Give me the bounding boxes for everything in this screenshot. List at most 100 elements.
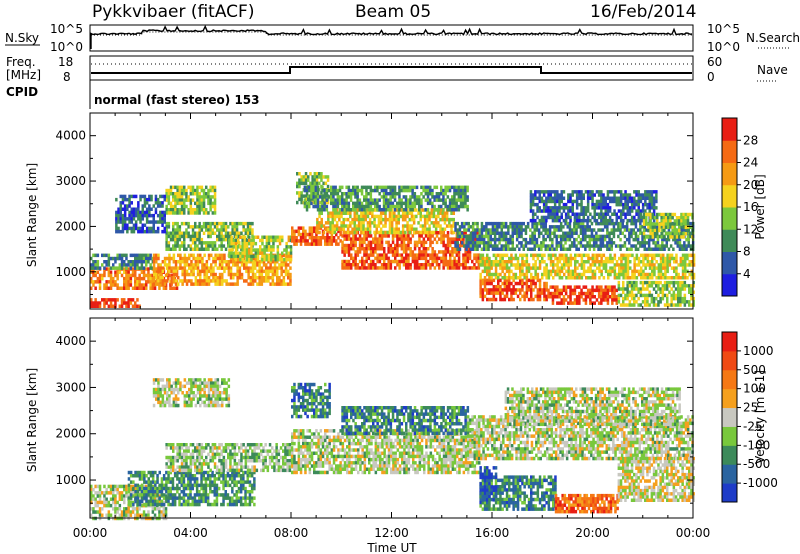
heatmap-cell (584, 190, 588, 194)
heatmap-cell (492, 291, 496, 295)
heatmap-cell (449, 243, 452, 248)
heatmap-cell (591, 272, 595, 277)
heatmap-cell (604, 260, 608, 264)
heatmap-cell (317, 236, 320, 240)
heatmap-cell (198, 225, 201, 229)
heatmap-cell (389, 250, 393, 254)
heatmap-cell (276, 254, 280, 259)
heatmap-cell (354, 243, 357, 248)
heatmap-cell (413, 195, 417, 199)
heatmap-cell (497, 278, 500, 283)
heatmap-cell (450, 224, 453, 228)
heatmap-cell (442, 253, 445, 257)
heatmap-cell (575, 212, 579, 216)
heatmap-cell (522, 221, 525, 226)
heatmap-cell (387, 250, 390, 254)
heatmap-cell (615, 295, 618, 299)
heatmap-cell (463, 234, 466, 239)
heatmap-cell (356, 195, 359, 199)
heatmap-cell (623, 234, 627, 239)
heatmap-cell (362, 230, 365, 235)
heatmap-cell (545, 266, 548, 270)
heatmap-cell (597, 190, 601, 194)
heatmap-cell (637, 272, 641, 277)
heatmap-cell (123, 280, 126, 284)
heatmap-cell (174, 241, 177, 245)
heatmap-cell (354, 201, 357, 206)
heatmap-cell (413, 204, 417, 209)
heatmap-cell (249, 231, 252, 235)
heatmap-cell (224, 221, 228, 226)
heatmap-cell (134, 226, 138, 231)
heatmap-cell (620, 263, 623, 267)
heatmap-cell (608, 295, 612, 299)
heatmap-cell (609, 253, 612, 258)
heatmap-cell (400, 259, 404, 264)
heatmap-cell (423, 224, 427, 228)
heatmap-cell (405, 253, 408, 257)
heatmap-cell (136, 286, 139, 290)
heatmap-cell (587, 276, 590, 280)
heatmap-cell (276, 260, 279, 264)
heatmap-cell (553, 199, 557, 204)
heatmap-cell (554, 272, 557, 277)
heatmap-cell (376, 266, 379, 270)
heatmap-cell (328, 239, 331, 243)
heatmap-cell (326, 184, 330, 189)
heatmap-cell (172, 228, 175, 232)
heatmap-cell (311, 175, 314, 179)
heatmap-cell (589, 276, 592, 280)
heatmap-cell (486, 256, 489, 261)
heatmap-cell (551, 199, 555, 204)
heatmap-cell (606, 193, 610, 197)
heatmap-cell (401, 224, 405, 228)
heatmap-cell (282, 269, 286, 274)
heatmap-cell (300, 181, 303, 186)
heatmap-cell (422, 253, 426, 257)
heatmap-cell (178, 234, 182, 239)
heatmap-cell (120, 273, 124, 278)
heatmap-cell (423, 230, 427, 235)
heatmap-cell (105, 286, 108, 290)
heatmap-cell (365, 243, 368, 248)
heatmap-cell (478, 244, 481, 248)
heatmap-cell (256, 257, 260, 262)
heatmap-cell (609, 272, 612, 277)
heatmap-cell (434, 224, 438, 228)
heatmap-cell (635, 256, 639, 261)
heatmap-cell (324, 236, 327, 240)
heatmap-cell (511, 228, 514, 232)
heatmap-cell (119, 217, 122, 221)
heatmap-cell (346, 227, 350, 231)
heatmap-cell (341, 198, 344, 202)
heatmap-cell (125, 286, 128, 290)
heatmap-cell (542, 241, 545, 245)
heatmap-cell (393, 204, 397, 209)
heatmap-cell (207, 198, 210, 202)
heatmap-cell (624, 256, 628, 261)
heatmap-cell (194, 247, 197, 251)
heatmap-cell (138, 256, 141, 261)
heatmap-cell (362, 224, 365, 228)
heatmap-cell (569, 288, 572, 293)
heatmap-cell (229, 282, 233, 286)
heatmap-cell (136, 298, 139, 302)
heatmap-cell (174, 231, 177, 235)
heatmap-cell (553, 247, 556, 251)
heatmap-cell (282, 263, 286, 267)
heatmap-cell (429, 253, 432, 257)
heatmap-cell (139, 194, 142, 199)
heatmap-cell (409, 240, 412, 245)
heatmap-cell (543, 285, 546, 289)
heatmap-cell (442, 188, 445, 193)
heatmap-cell (464, 263, 467, 267)
heatmap-cell (558, 288, 561, 293)
heatmap-cell (105, 260, 108, 264)
heatmap-cell (648, 276, 652, 280)
heatmap-cell (568, 244, 572, 248)
heatmap-cell (569, 196, 572, 200)
heatmap-cell (155, 260, 158, 264)
heatmap-cell (450, 211, 453, 215)
heatmap-cell (684, 256, 687, 261)
heatmap-cell (319, 242, 323, 246)
